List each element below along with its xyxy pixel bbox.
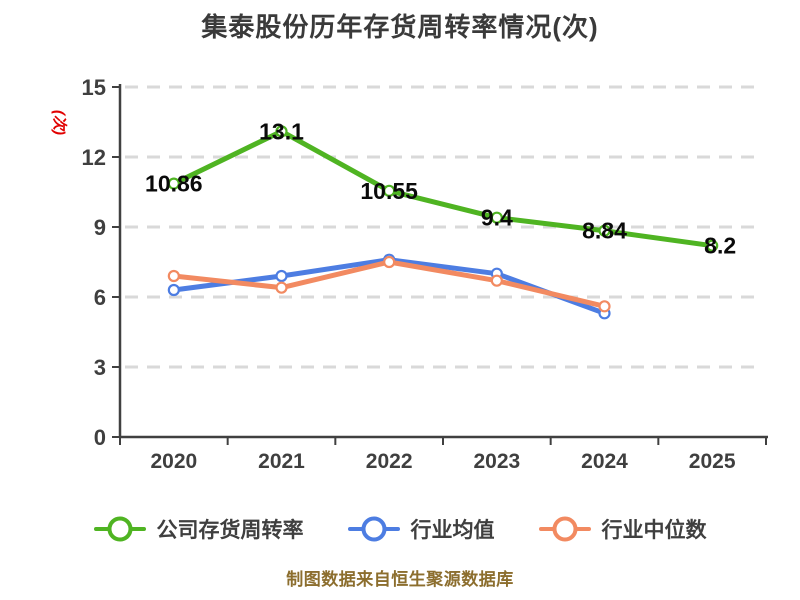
x-tick-label: 2025 — [689, 450, 736, 473]
legend-line-marker-icon — [347, 515, 400, 543]
data-point — [275, 269, 288, 283]
data-point — [490, 274, 503, 287]
x-tick-label: 2020 — [150, 450, 197, 473]
data-point — [275, 125, 288, 138]
data-point-label: 8.2 — [704, 233, 736, 259]
data-point — [167, 269, 180, 283]
legend-label-industry-median: 行业中位数 — [601, 519, 707, 542]
data-point-label: 13.1 — [259, 118, 304, 144]
data-point — [598, 224, 611, 237]
data-point-label: 10.55 — [360, 178, 418, 204]
y-tick-label: 0 — [94, 425, 106, 450]
legend-item-company-turnover[interactable]: 公司存货周转率 — [93, 514, 304, 544]
data-point — [167, 283, 180, 297]
data-point — [167, 177, 180, 190]
data-point — [706, 239, 719, 252]
data-point — [490, 211, 503, 224]
data-point — [275, 281, 288, 294]
y-tick-label: 6 — [94, 285, 106, 310]
x-tick-label: 2021 — [258, 450, 305, 473]
series-line-2 — [171, 259, 607, 309]
y-tick-label: 3 — [94, 355, 106, 380]
legend-item-industry-mean[interactable]: 行业均值 — [347, 514, 495, 544]
x-tick-label: 2023 — [473, 450, 520, 473]
y-tick-label: 9 — [94, 215, 106, 240]
legend-item-industry-median[interactable]: 行业中位数 — [538, 514, 707, 544]
legend-label-industry-mean: 行业均值 — [410, 519, 495, 542]
data-point — [383, 255, 396, 269]
data-source-caption: 制图数据来自恒生聚源数据库 — [286, 570, 514, 589]
series-line-0 — [171, 128, 715, 249]
data-point-label: 8.84 — [582, 218, 627, 244]
legend: 公司存货周转率 行业均值 行业中位数 — [0, 514, 800, 544]
data-point-label: 10.86 — [145, 171, 203, 197]
plot-area: 0 3 6 9 12 15 2020 2021 2022 2023 2024 2025 10.86 13.… — [82, 75, 768, 473]
x-tick-label: 2024 — [581, 450, 628, 473]
y-tick-label: 15 — [82, 75, 106, 100]
x-tick-label: 2022 — [366, 450, 413, 473]
y-tick-label: 12 — [82, 145, 106, 170]
data-point — [383, 184, 396, 197]
data-point — [598, 300, 611, 313]
legend-line-marker-icon — [93, 515, 146, 543]
legend-line-marker-icon — [538, 515, 591, 543]
chart-title: 集泰股份历年存货周转率情况(次) — [201, 12, 599, 42]
legend-label-company-turnover: 公司存货周转率 — [156, 519, 304, 542]
data-point-label: 9.4 — [481, 205, 513, 231]
